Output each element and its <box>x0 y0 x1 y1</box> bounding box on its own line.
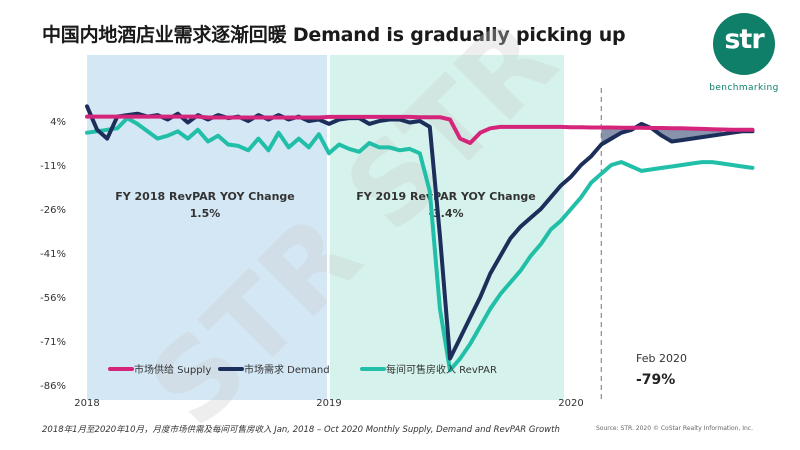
fy2018-annotation-label: FY 2018 RevPAR YOY Change <box>115 190 295 203</box>
y-tick-label: 4% <box>50 117 66 128</box>
legend-label-supply: 市场供给 Supply <box>134 363 211 376</box>
fy2019-annotation-label: FY 2019 RevPAR YOY Change <box>356 190 536 203</box>
y-tick-label: -26% <box>40 205 66 216</box>
x-tick-label: 2019 <box>316 398 341 409</box>
x-tick-label: 2018 <box>74 398 99 409</box>
series-line-supply <box>85 114 755 145</box>
y-tick-label: -56% <box>40 293 66 304</box>
logo-text: str <box>724 24 764 55</box>
logo-subtext: benchmarking <box>709 83 779 93</box>
chart-caption: 2018年1月至2020年10月，月度市场供需及每间可售房收入 Jan, 201… <box>42 425 560 435</box>
legend-label-revpar: 每间可售房收入 RevPAR <box>386 363 497 376</box>
str-logo: str <box>713 13 775 75</box>
fy2018-annotation-value: 1.5% <box>190 207 221 220</box>
series-line-revpar <box>85 116 755 373</box>
y-tick-label: -71% <box>40 337 66 348</box>
source-note: Source: STR. 2020 © CoStar Realty Inform… <box>596 425 754 432</box>
feb-annotation-label: Feb 2020 <box>636 352 687 365</box>
y-tick-label: -41% <box>40 249 66 260</box>
x-tick-label: 2020 <box>558 398 583 409</box>
chart-title: 中国内地酒店业需求逐渐回暖 Demand is gradually pickin… <box>42 24 626 46</box>
feb-annotation-value: -79% <box>636 372 675 388</box>
y-tick-label: -11% <box>40 161 66 172</box>
legend-label-demand: 市场需求 Demand <box>244 363 330 376</box>
y-tick-label: -86% <box>40 381 66 392</box>
fy2018-band <box>87 55 327 400</box>
legend: 市场供给 Supply 市场需求 Demand 每间可售房收入 RevPAR <box>108 363 497 376</box>
